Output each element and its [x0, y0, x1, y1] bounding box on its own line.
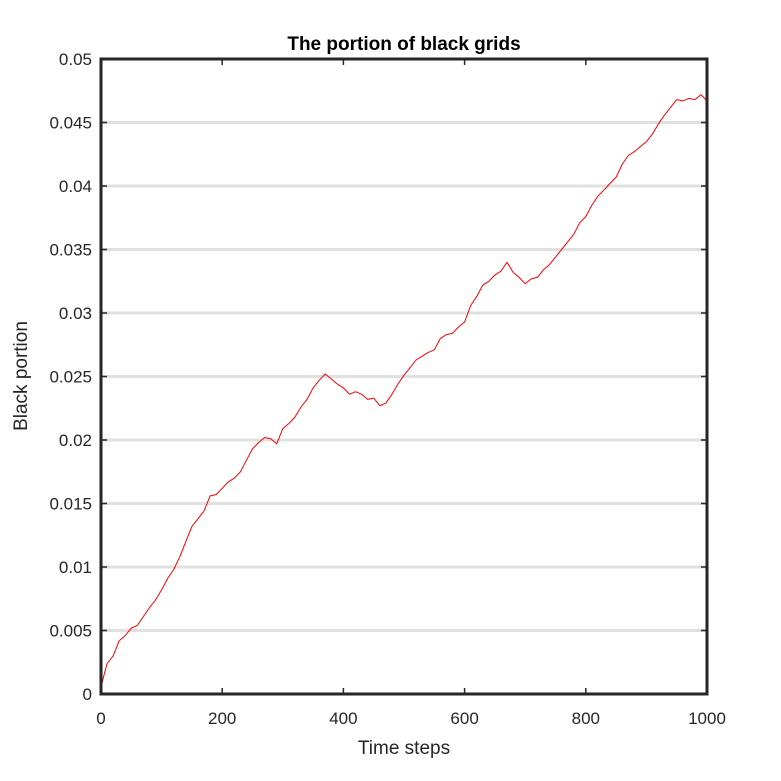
y-tick-label: 0.04: [59, 177, 92, 196]
x-tick-label: 200: [208, 709, 236, 728]
x-axis-label: Time steps: [358, 738, 450, 759]
y-axis-ticks: 0 0.005 0.01 0.015 0.02 0.025 0.03 0.035 0.04 0.0…: [49, 50, 707, 704]
y-tick-label: 0.025: [49, 368, 92, 387]
grid-lines: [101, 121, 707, 632]
series-line: [100, 94, 708, 688]
x-tick-label: 1000: [688, 709, 726, 728]
x-tick-label: 800: [572, 709, 600, 728]
y-tick-label: 0.005: [49, 622, 92, 641]
x-axis-ticks: 0 200 400 600 800 1000: [96, 59, 726, 728]
y-tick-label: 0.045: [49, 114, 92, 133]
y-tick-label: 0.05: [59, 50, 92, 69]
x-tick-label: 0: [96, 709, 105, 728]
y-tick-label: 0: [83, 685, 92, 704]
y-tick-label: 0.01: [59, 558, 92, 577]
y-tick-label: 0.03: [59, 304, 92, 323]
x-tick-label: 400: [329, 709, 357, 728]
y-tick-label: 0.035: [49, 241, 92, 260]
y-tick-label: 0.02: [59, 431, 92, 450]
x-tick-label: 600: [450, 709, 478, 728]
y-tick-label: 0.015: [49, 495, 92, 514]
y-axis-label: Black portion: [11, 321, 32, 431]
chart-title: The portion of black grids: [287, 34, 520, 55]
